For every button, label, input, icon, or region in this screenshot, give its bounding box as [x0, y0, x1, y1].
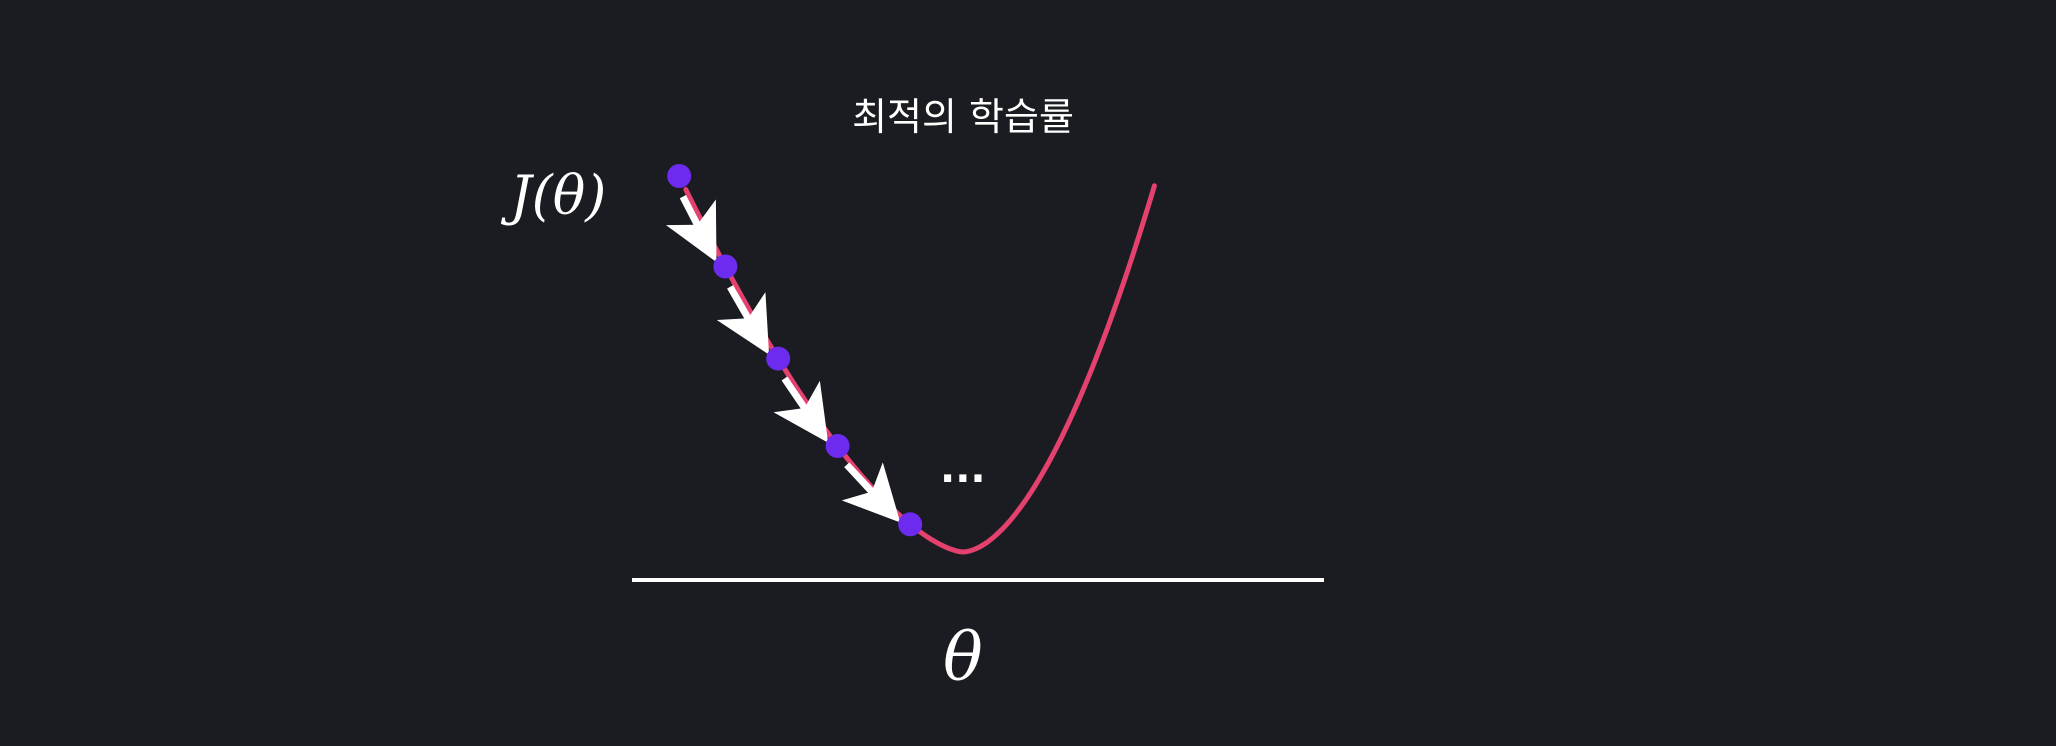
- cost-curve: [683, 183, 1157, 555]
- step-arrow: [841, 462, 901, 523]
- step-points: [667, 164, 923, 537]
- x-axis-label: θ: [943, 619, 983, 696]
- y-axis-label: J(θ): [500, 164, 606, 227]
- step-arrow: [666, 195, 717, 263]
- figure-title: 최적의 학습률: [852, 95, 1074, 139]
- step-arrow: [773, 376, 829, 443]
- step-arrow: [716, 285, 770, 355]
- step-point: [667, 164, 692, 188]
- step-point: [825, 434, 850, 458]
- step-arrows: [666, 195, 901, 523]
- ellipsis-text: ...: [940, 446, 986, 492]
- step-point: [898, 512, 923, 537]
- step-point: [713, 254, 738, 279]
- step-point: [766, 346, 791, 371]
